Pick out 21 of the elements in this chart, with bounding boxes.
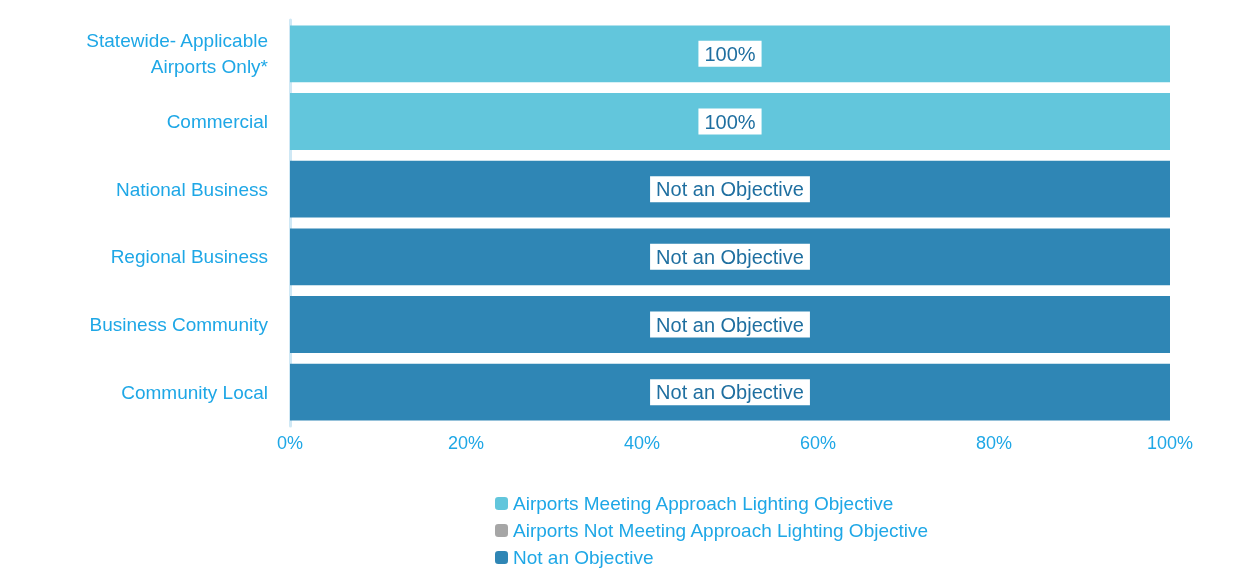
y-tick-label: Regional Business (110, 246, 268, 268)
legend-label: Airports Not Meeting Approach Lighting Objective (513, 520, 929, 541)
data-label: Not an Objective (656, 245, 804, 268)
x-tick-label: 60% (799, 433, 837, 453)
y-tick-label: Statewide- Applicable Airports Only* (86, 30, 269, 78)
x-tick-label: 0% (276, 433, 304, 453)
data-label: Not an Objective (656, 178, 804, 201)
x-tick-label: 80% (975, 433, 1013, 453)
data-label: Not an Objective (656, 313, 804, 336)
data-label: 100% (704, 42, 756, 65)
y-tick-label: Business Community (89, 314, 269, 335)
data-label: Not an Objective (656, 381, 804, 404)
x-tick-label: 20% (447, 433, 485, 453)
data-label: 100% (704, 110, 756, 133)
legend-label: Not an Objective (513, 547, 654, 568)
x-tick-label: 40% (623, 433, 661, 453)
y-tick-label: National Business (115, 178, 268, 200)
y-tick-label: Community Local (121, 381, 268, 403)
legend-label: Airports Meeting Approach Lighting Objective (513, 493, 894, 514)
x-tick-label: 100% (1146, 433, 1194, 453)
y-tick-label: Commercial (166, 111, 268, 132)
